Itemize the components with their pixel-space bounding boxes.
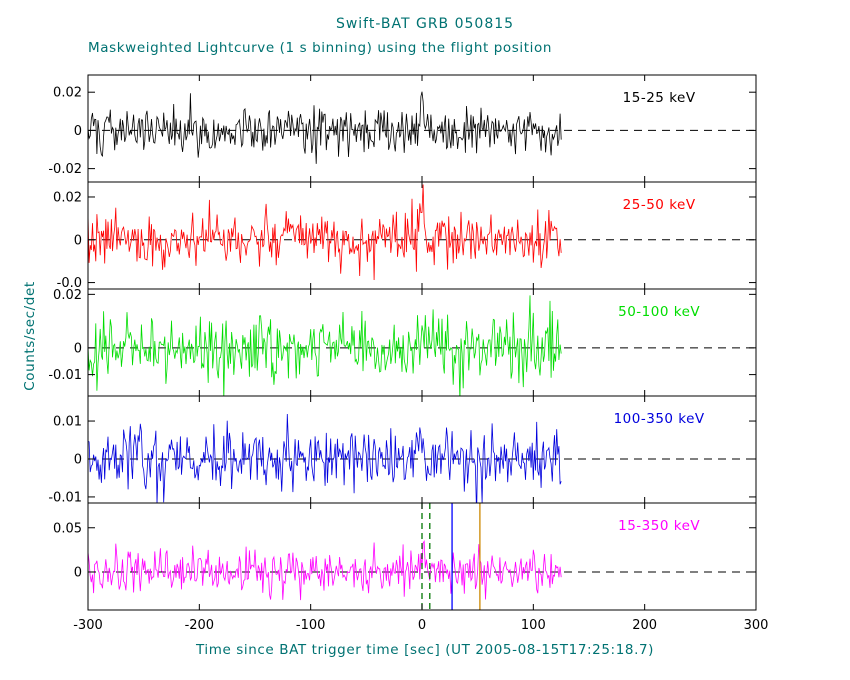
x-tick-label: -100 (296, 618, 326, 633)
panel-100-350-kev: 0.01 0 -0.01 100-350 keV (48, 395, 757, 505)
x-tick-label: -200 (185, 618, 215, 633)
x-tick-label: 0 (418, 618, 426, 633)
panel-15-350-kev: 0.05 0 15-350 keV (53, 502, 757, 611)
y-tick-label: -0.01 (48, 490, 82, 505)
lightcurve-25-50-kev (88, 184, 562, 281)
lightcurve-15-350-kev (88, 540, 562, 601)
band-label-100-350-kev: 100-350 keV (614, 411, 705, 427)
y-tick-label: 0.05 (53, 521, 82, 536)
y-tick-label: -0.02 (48, 162, 82, 177)
y-tick-label: 0.02 (53, 190, 82, 205)
y-tick-label: 0 (74, 452, 82, 467)
y-tick-label: 0 (74, 124, 82, 139)
band-label-25-50-kev: 25-50 keV (623, 197, 696, 213)
y-tick-label: -0.01 (48, 368, 82, 383)
lightcurve-50-100-kev (88, 295, 562, 396)
band-label-50-100-kev: 50-100 keV (618, 304, 700, 320)
band-label-15-25-kev: 15-25 keV (623, 90, 696, 106)
y-tick-label: 0 (74, 233, 82, 248)
y-axis-label: Counts/sec/det (22, 281, 38, 391)
x-axis-label: Time since BAT trigger time [sec] (UT 20… (195, 642, 655, 658)
y-tick-label: -0.0 (57, 276, 82, 291)
y-tick-label: 0.02 (53, 288, 82, 303)
x-tick-label: -300 (73, 618, 103, 633)
y-tick-label: 0.02 (53, 86, 82, 101)
panel-15-25-kev: 0.02 0 -0.02 15-25 keV (48, 74, 757, 183)
panel-25-50-kev: 0.02 0 -0.0 25-50 keV (53, 181, 757, 291)
lightcurve-100-350-kev (88, 413, 562, 503)
y-tick-label: 0 (74, 565, 82, 580)
x-tick-label: 200 (632, 618, 657, 633)
panel-50-100-kev: 0.02 0 -0.01 50-100 keV (48, 288, 757, 397)
x-tick-label: 300 (744, 618, 769, 633)
lightcurve-15-25-kev (88, 91, 562, 164)
x-tick-label: 100 (521, 618, 546, 633)
figure-title: Swift-BAT GRB 050815 (335, 16, 515, 32)
y-tick-label: 0.01 (53, 415, 82, 430)
figure-subtitle: Maskweighted Lightcurve (1 s binning) us… (88, 40, 553, 56)
y-tick-label: 0 (74, 341, 82, 356)
band-label-15-350-kev: 15-350 keV (618, 518, 700, 534)
